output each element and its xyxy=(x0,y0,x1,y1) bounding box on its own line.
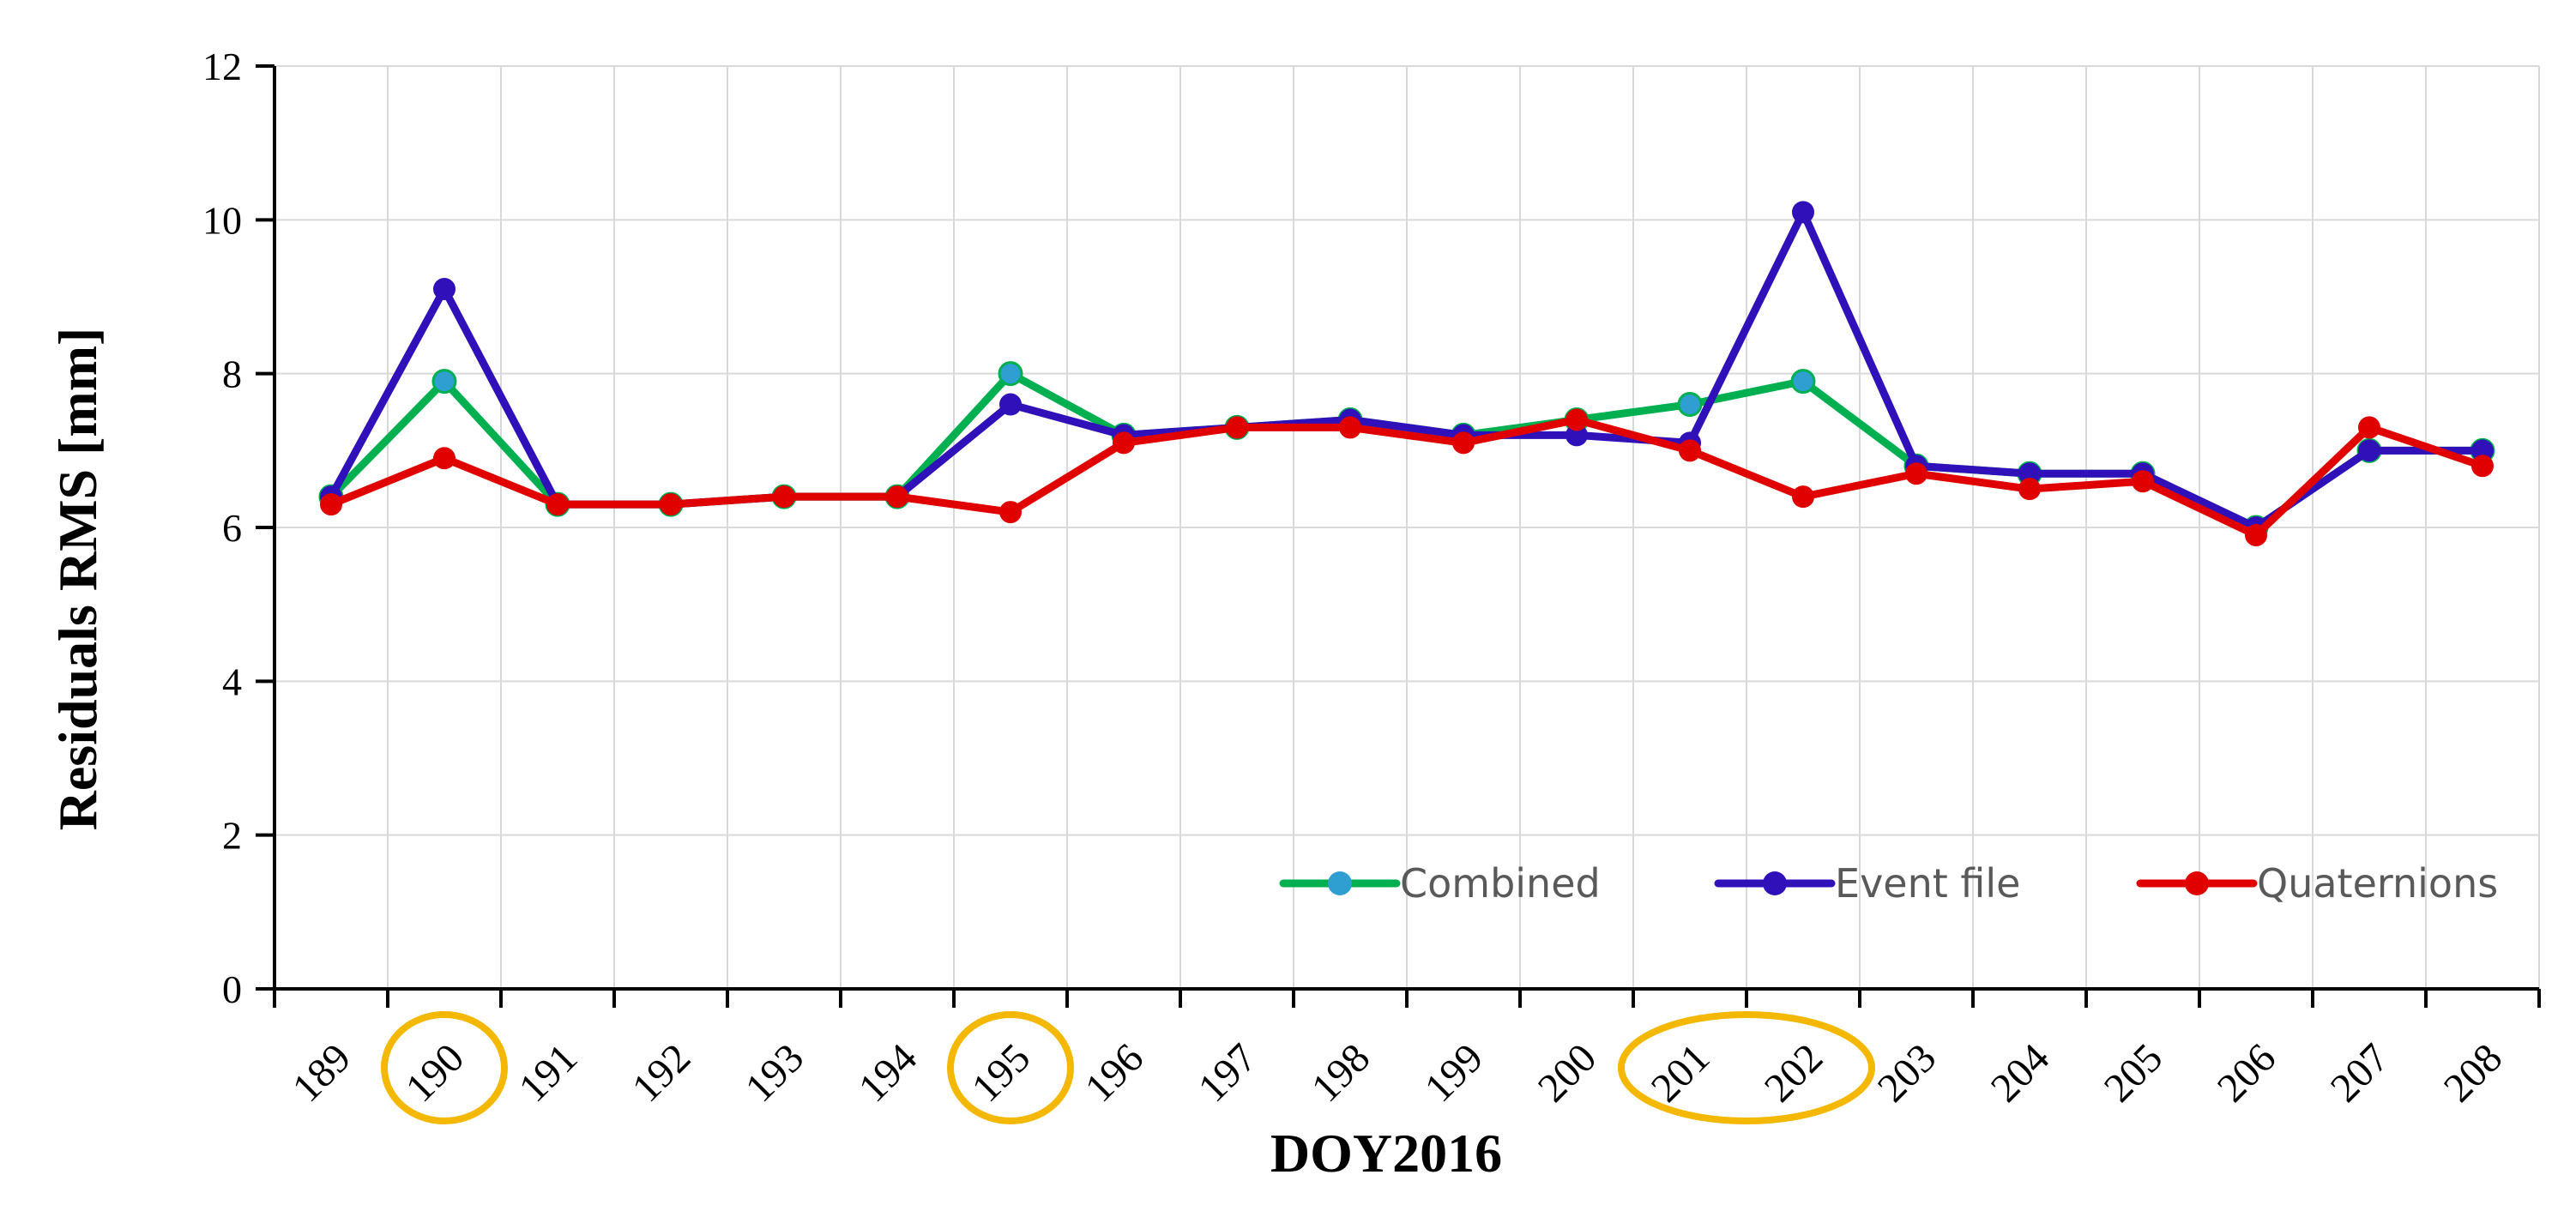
series-lines xyxy=(318,201,2495,546)
y-tick-label-0: 0 xyxy=(222,967,242,1011)
x-tick-label-207: 207 xyxy=(2322,1035,2398,1111)
x-axis-ticks: 189 190 191 192 193 194 195 196 197 198 199 200 201 2… xyxy=(273,989,2541,1111)
y-axis-title: Residuals RMS [mm] xyxy=(47,328,108,831)
x-axis-title: DOY2016 xyxy=(1270,1123,1502,1184)
x-tick-label-198: 198 xyxy=(1303,1035,1378,1111)
x-tick-label-195: 195 xyxy=(963,1035,1039,1111)
legend-marker-2 xyxy=(2185,871,2209,895)
legend-label-0: Combined xyxy=(1400,860,1601,907)
series-2-point-189 xyxy=(320,493,342,516)
series-2-point-191 xyxy=(546,493,569,516)
series-2-point-198 xyxy=(1339,416,1361,439)
series-1-point-200 xyxy=(1566,424,1588,447)
x-tick-label-204: 204 xyxy=(1982,1035,2058,1111)
y-axis-ticks: 0 2 4 6 8 10 12 xyxy=(202,45,274,1011)
series-2-point-200 xyxy=(1566,408,1588,431)
series-0-point-195 xyxy=(998,361,1023,387)
x-tick-label-191: 191 xyxy=(510,1035,586,1111)
series-1-point-202 xyxy=(1792,201,1814,224)
legend-label-1: Event file xyxy=(1835,860,2020,907)
series-1-point-204 xyxy=(2018,462,2041,485)
series-1-point-190 xyxy=(433,278,455,301)
series-1-point-208 xyxy=(2471,439,2494,462)
highlight-ellipse-0 xyxy=(381,1011,508,1124)
series-line-2 xyxy=(327,415,2487,539)
x-tick-label-190: 190 xyxy=(397,1035,473,1111)
highlight-circles xyxy=(381,1011,1875,1124)
legend-marker-0 xyxy=(1328,871,1352,895)
x-tick-label-206: 206 xyxy=(2209,1035,2284,1111)
series-1-point-195 xyxy=(999,393,1022,416)
series-2-point-203 xyxy=(1905,462,1927,485)
series-2-point-202 xyxy=(1792,485,1814,509)
series-0-point-202 xyxy=(1790,369,1816,395)
series-2-point-207 xyxy=(2358,416,2380,439)
series-1-point-207 xyxy=(2358,439,2380,462)
x-tick-label-193: 193 xyxy=(737,1035,812,1111)
x-tick-label-203: 203 xyxy=(1869,1035,1945,1111)
y-tick-label-6: 6 xyxy=(222,506,242,550)
series-0-point-201 xyxy=(1677,392,1703,418)
series-2-point-197 xyxy=(1226,416,1248,439)
series-2-point-199 xyxy=(1452,431,1475,455)
highlight-ellipse-1 xyxy=(947,1011,1074,1124)
x-tick-label-189: 189 xyxy=(284,1035,359,1111)
y-tick-label-2: 2 xyxy=(222,814,242,858)
series-2-point-193 xyxy=(773,485,795,509)
x-tick-label-196: 196 xyxy=(1077,1035,1152,1111)
x-tick-label-202: 202 xyxy=(1756,1035,1831,1111)
series-0-point-190 xyxy=(431,369,457,395)
gridlines xyxy=(274,65,2540,989)
series-2-point-190 xyxy=(433,447,455,470)
y-tick-label-12: 12 xyxy=(202,45,242,88)
y-tick-label-8: 8 xyxy=(222,352,242,396)
series-2-point-194 xyxy=(886,485,908,509)
x-tick-label-208: 208 xyxy=(2435,1035,2511,1111)
x-tick-label-194: 194 xyxy=(850,1035,926,1111)
series-2-point-201 xyxy=(1679,439,1701,462)
series-2-point-204 xyxy=(2018,478,2041,501)
series-2-point-196 xyxy=(1113,431,1135,455)
x-tick-label-197: 197 xyxy=(1190,1035,1265,1111)
highlight-ellipse-2 xyxy=(1618,1011,1875,1124)
x-tick-label-200: 200 xyxy=(1529,1035,1605,1111)
x-tick-label-205: 205 xyxy=(2096,1035,2171,1111)
legend-label-2: Quaternions xyxy=(2257,860,2498,907)
y-tick-label-4: 4 xyxy=(222,660,242,703)
series-2-point-192 xyxy=(660,493,682,516)
x-tick-label-201: 201 xyxy=(1643,1035,1718,1111)
series-2-point-208 xyxy=(2471,455,2494,478)
legend-marker-1 xyxy=(1763,871,1787,895)
series-2-point-205 xyxy=(2132,470,2154,493)
series-2-point-195 xyxy=(999,501,1022,524)
series-2-point-206 xyxy=(2245,523,2267,546)
legend: Combined Event file Quaternions xyxy=(1279,860,2498,907)
x-tick-label-192: 192 xyxy=(624,1035,699,1111)
x-tick-label-199: 199 xyxy=(1416,1035,1492,1111)
y-tick-label-10: 10 xyxy=(202,198,242,242)
